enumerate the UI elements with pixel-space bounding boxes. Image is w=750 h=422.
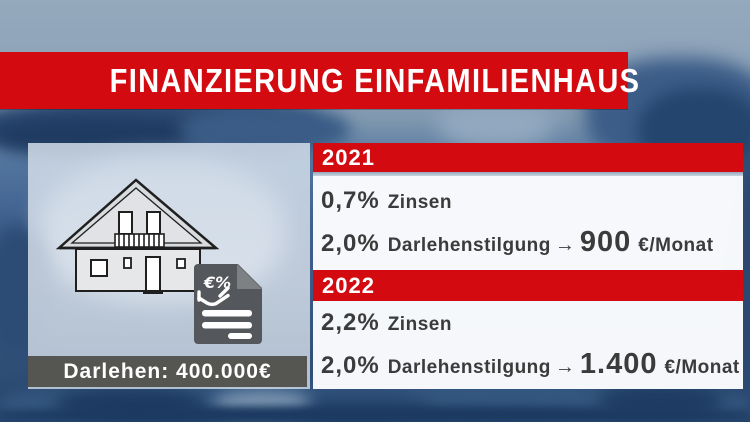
house-panel: €% Darlehen: 400.000€	[28, 143, 310, 389]
interest-row-2022: 2,2% Zinsen	[321, 309, 743, 337]
right-arrow-icon: →	[554, 356, 575, 378]
right-arrow-icon: →	[554, 234, 575, 256]
repayment-row-2021: 2,0% Darlehenstilgung → 900 €/Monat	[321, 226, 743, 259]
monthly-rate-value: 1.400	[579, 348, 658, 380]
loan-document-icon: €%	[194, 264, 262, 344]
repayment-rate-label: Darlehenstilgung	[387, 235, 551, 256]
year-bar-2022: 2022	[313, 270, 743, 301]
repayment-rate-label: Darlehenstilgung	[387, 357, 551, 378]
document-text-lines	[202, 310, 252, 339]
loan-amount-label: Darlehen: 400.000€	[63, 359, 272, 383]
divider-line	[313, 172, 743, 176]
interest-rate-value: 0,7%	[321, 187, 380, 214]
title-banner: FINANZIERUNG EINFAMILIENHAUS	[0, 52, 639, 109]
hand-icon	[197, 286, 230, 307]
repayment-rate-value: 2,0%	[321, 230, 380, 257]
repayment-rate-value: 2,0%	[321, 352, 380, 379]
house-icon	[55, 178, 220, 294]
monthly-rate-unit: €/Monat	[664, 357, 740, 378]
section-2022: 2,2% Zinsen 2,0% Darlehenstilgung → 1.40…	[313, 301, 743, 389]
year-2022-label: 2022	[322, 272, 375, 298]
page-title: FINANZIERUNG EINFAMILIENHAUS	[109, 62, 641, 99]
interest-rate-label: Zinsen	[387, 314, 452, 335]
euro-percent-symbol: €%	[203, 273, 231, 292]
interest-row-2021: 0,7% Zinsen	[321, 187, 743, 215]
repayment-row-2022: 2,0% Darlehenstilgung → 1.400 €/Monat	[321, 348, 743, 381]
monthly-rate-value: 900	[579, 226, 632, 258]
interest-rate-label: Zinsen	[387, 192, 452, 213]
year-2021-label: 2021	[322, 144, 375, 170]
loan-amount-badge: Darlehen: 400.000€	[28, 356, 307, 387]
interest-rate-value: 2,2%	[321, 309, 380, 336]
section-2021: 0,7% Zinsen 2,0% Darlehenstilgung → 900 …	[313, 176, 743, 270]
comparison-panel: 2021 0,7% Zinsen 2,0% Darlehenstilgung →…	[313, 143, 743, 389]
monthly-rate-unit: €/Monat	[638, 235, 714, 256]
year-bar-2021: 2021	[313, 143, 743, 172]
